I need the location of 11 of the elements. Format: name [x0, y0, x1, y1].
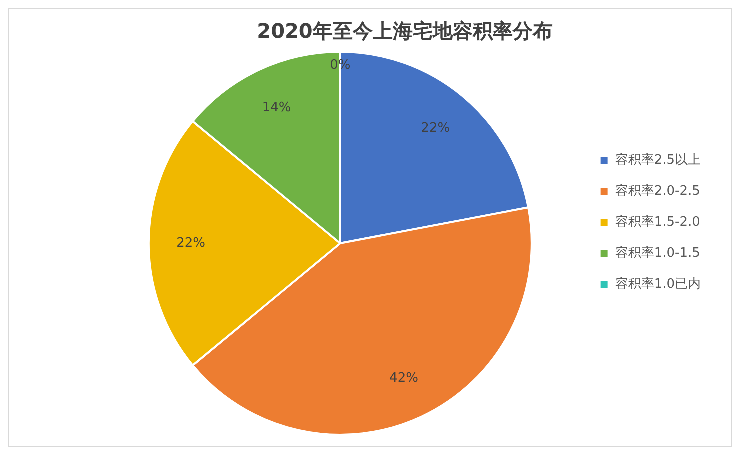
legend-label: 容积率2.5以上: [615, 152, 702, 168]
legend-label: 容积率1.0已内: [615, 276, 702, 292]
legend-label: 容积率2.0-2.5: [615, 182, 700, 199]
legend-label: 容积率1.0-1.5: [615, 244, 700, 261]
chart-title: 2020年至今上海宅地容积率分布: [257, 19, 553, 44]
data-label: 22%: [176, 236, 206, 251]
data-label: 22%: [421, 120, 450, 136]
text: 0%: [330, 58, 351, 73]
data-label: 42%: [390, 371, 418, 386]
legend-label: 容积率1.5-2.0: [615, 214, 700, 230]
data-label: 14%: [262, 100, 292, 116]
